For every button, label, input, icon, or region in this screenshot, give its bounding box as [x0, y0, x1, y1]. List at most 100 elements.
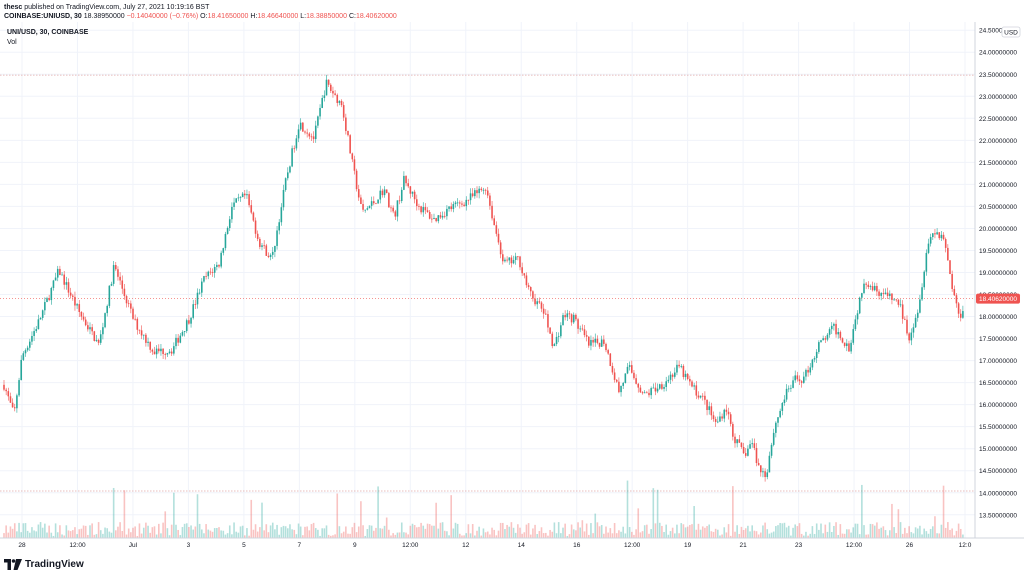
candle-body [635, 378, 637, 384]
candle-body [549, 327, 551, 334]
volume-bar [502, 522, 504, 538]
volume-bar [665, 524, 667, 538]
volume-bar [448, 535, 450, 538]
volume-bar [891, 503, 893, 538]
candle-body [136, 318, 139, 330]
candle-body [796, 375, 799, 380]
tradingview-logo[interactable]: TradingView [4, 559, 84, 570]
volume-bar [878, 528, 880, 538]
candle-body [308, 133, 311, 137]
candle-body [280, 207, 283, 223]
volume-bar [192, 529, 194, 538]
volume-bar [119, 522, 121, 538]
candle-body [235, 198, 237, 203]
volume-bar [919, 525, 921, 538]
candle-body [753, 443, 756, 449]
candle-body [482, 189, 485, 191]
author-name[interactable]: thesc [4, 4, 23, 11]
candle-body [708, 406, 710, 411]
candle-body [420, 206, 422, 213]
volume-bar [714, 528, 717, 538]
volume-bar [738, 534, 741, 538]
candle-body [48, 298, 50, 301]
candle-body [910, 332, 913, 341]
volume-bar [95, 534, 98, 538]
candle-body [706, 399, 708, 411]
volume-bar [364, 535, 366, 538]
candle-body [772, 432, 775, 445]
time-axis[interactable]: 28 12:00 Jul 3 5 7 9 12:00 12 14 16 12:00 19 21 23 12:0… [18, 542, 971, 549]
volume-bar [287, 528, 289, 538]
volume-bar [304, 526, 306, 538]
candle-body [130, 303, 132, 309]
candle-body [704, 395, 706, 400]
candle-body [22, 353, 25, 360]
candle-body [20, 359, 22, 381]
candle-body [357, 189, 360, 198]
currency-label: USD [1004, 30, 1018, 37]
volume-bar [871, 524, 874, 538]
candle-body [437, 215, 440, 222]
candle-body [368, 205, 371, 209]
y-tick-label: 15.50000000 [979, 424, 1017, 431]
volume-bar [407, 534, 409, 538]
volume-bar [848, 529, 850, 538]
candle-body [637, 383, 640, 388]
candle-body [16, 395, 18, 409]
price-chart[interactable]: 13.50000000 14.00000000 14.50000000 15.0000… [0, 22, 1024, 558]
candle-body [560, 325, 562, 337]
volume-bar [478, 526, 480, 538]
candle-body [484, 189, 487, 191]
candle-body [486, 190, 489, 196]
close-value: 18.40620000 [355, 13, 397, 20]
candle-body [375, 203, 377, 205]
candle-body [119, 276, 121, 281]
volume-bar [686, 526, 689, 538]
candle-body [747, 448, 749, 456]
volume-bar [308, 530, 311, 538]
candle-body [297, 129, 300, 139]
volume-bar [674, 533, 676, 538]
volume-bar [880, 527, 882, 538]
x-tick-label: 3 [187, 542, 191, 549]
chart-frame[interactable]: 13.50000000 14.00000000 14.50000000 15.0000… [0, 22, 1024, 558]
candle-body [652, 387, 655, 389]
volume-bar [893, 527, 895, 538]
volume-bar [830, 532, 833, 538]
y-tick-label: 22.50000000 [979, 116, 1017, 123]
candle-body [757, 462, 760, 466]
y-tick-label: 16.00000000 [979, 402, 1017, 409]
volume-bar [742, 529, 745, 538]
volume-bar [654, 523, 657, 538]
volume-bar [175, 524, 177, 538]
candle-body [207, 271, 210, 277]
candle-body [211, 272, 214, 273]
volume-bar [142, 527, 145, 538]
volume-bar [278, 534, 280, 538]
currency-badge[interactable]: USD [1001, 26, 1021, 38]
candle-body [250, 205, 253, 213]
candle-body [226, 227, 229, 234]
candle-body [175, 337, 177, 347]
candle-body [628, 365, 631, 367]
candle-body [99, 334, 102, 343]
candle-body [443, 215, 446, 217]
candle-body [95, 339, 98, 341]
price-axis[interactable]: 13.50000000 14.00000000 14.50000000 15.0000… [979, 28, 1017, 520]
volume-bar [959, 528, 962, 538]
candle-body [435, 217, 437, 222]
candle-body [390, 207, 392, 209]
volume-bar [658, 522, 661, 538]
candle-body [676, 364, 678, 373]
candle-body [332, 90, 334, 94]
volume-bar [41, 527, 44, 538]
volume-bar [944, 527, 947, 538]
candle-body [469, 193, 472, 201]
volume-bar [493, 529, 495, 538]
candle-body [392, 207, 394, 212]
volume-bar [437, 528, 440, 538]
high-value: 18.46640000 [257, 13, 299, 20]
candle-body [727, 411, 730, 415]
volume-bar [385, 517, 388, 538]
volume-bar [153, 526, 156, 538]
